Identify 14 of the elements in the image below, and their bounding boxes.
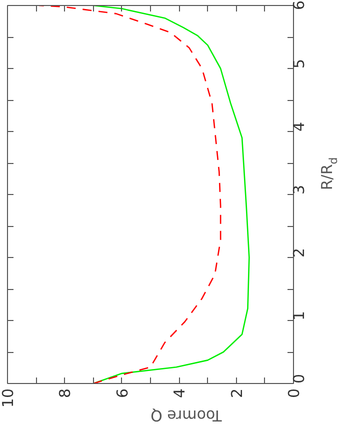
y-tick-label: 2 xyxy=(290,248,308,258)
y-tick-label: 4 xyxy=(290,122,308,132)
x-axis-title: Toomre Q xyxy=(150,406,223,425)
x-tick-label: 2 xyxy=(228,388,246,398)
y-tick-label: 1 xyxy=(290,310,308,320)
x-tick-label: 6 xyxy=(113,388,132,398)
y-tick-label: 5 xyxy=(290,58,308,68)
x-tick-label: 8 xyxy=(56,388,74,398)
y-tick-label: 0 xyxy=(290,374,308,384)
x-tick-label: 10 xyxy=(0,388,17,408)
y-tick-label: 6 xyxy=(290,0,308,10)
y-tick-label: 3 xyxy=(290,184,308,194)
y-axis-title: R/Rd xyxy=(318,157,340,190)
x-tick-label: 4 xyxy=(170,388,189,398)
